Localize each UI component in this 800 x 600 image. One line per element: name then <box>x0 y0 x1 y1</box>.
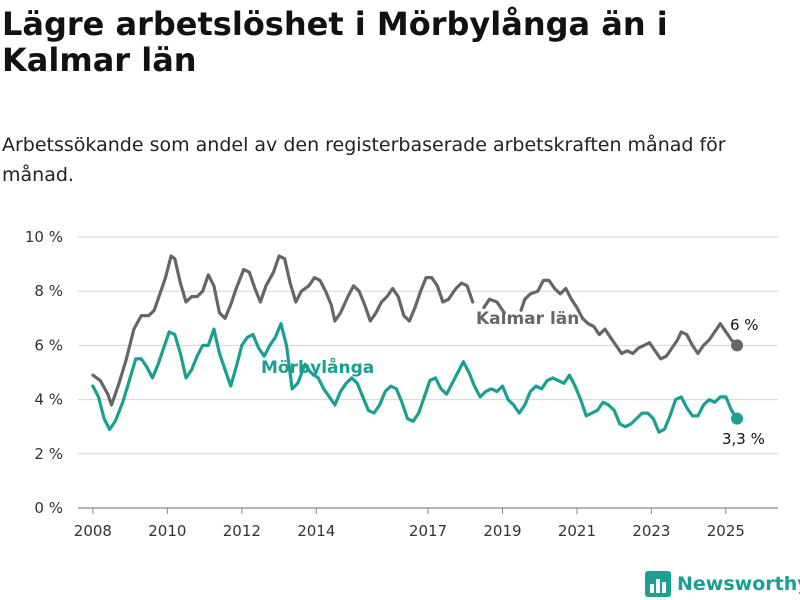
x-tick-label: 2014 <box>297 522 335 540</box>
series-label-kalmar: Kalmar län <box>476 309 579 329</box>
chart-subtitle: Arbetssökande som andel av den registerb… <box>2 134 726 186</box>
x-tick-label: 2023 <box>632 522 670 540</box>
y-tick-label: 4 % <box>34 391 63 409</box>
x-tick-label: 2019 <box>483 522 521 540</box>
series-line-morbylanga <box>91 322 739 434</box>
end-value-label-morbylanga: 3,3 % <box>722 430 765 448</box>
y-tick-label: 0 % <box>34 499 63 517</box>
end-value-label-kalmar: 6 % <box>730 316 759 334</box>
chart-title: Lägre arbetslöshet i Mörbylånga än i Kal… <box>2 5 668 79</box>
x-tick-label: 2008 <box>74 522 112 540</box>
series-label-morbylanga: Mörbylånga <box>261 356 374 378</box>
x-tick-label: 2010 <box>148 522 186 540</box>
y-tick-label: 10 % <box>25 228 63 246</box>
x-tick-label: 2017 <box>409 522 447 540</box>
y-tick-label: 2 % <box>34 445 63 463</box>
series-line-kalmar <box>482 297 506 315</box>
series-lines <box>91 254 744 434</box>
y-tick-label: 6 % <box>34 336 63 354</box>
bar-chart-icon <box>645 571 671 597</box>
y-axis: 0 % 2 % 4 % 6 % 8 % 10 % <box>25 228 63 517</box>
x-tick-label: 2012 <box>223 522 261 540</box>
end-point-marker <box>731 412 744 425</box>
series-line-kalmar <box>91 254 475 407</box>
series-labels: Kalmar län Mörbylånga 6 % 3,3 % <box>261 309 765 448</box>
end-point-marker <box>731 339 744 352</box>
series-line-kalmar <box>519 278 739 361</box>
x-tick-label: 2021 <box>558 522 596 540</box>
x-tick-label: 2025 <box>707 522 745 540</box>
brand-name: Newsworthy <box>677 573 800 595</box>
y-tick-label: 8 % <box>34 282 63 300</box>
newsworthy-logo: Newsworthy <box>645 570 800 598</box>
x-axis: 2008 2010 2012 2014 2017 2019 2021 2023 2025 <box>74 508 745 540</box>
